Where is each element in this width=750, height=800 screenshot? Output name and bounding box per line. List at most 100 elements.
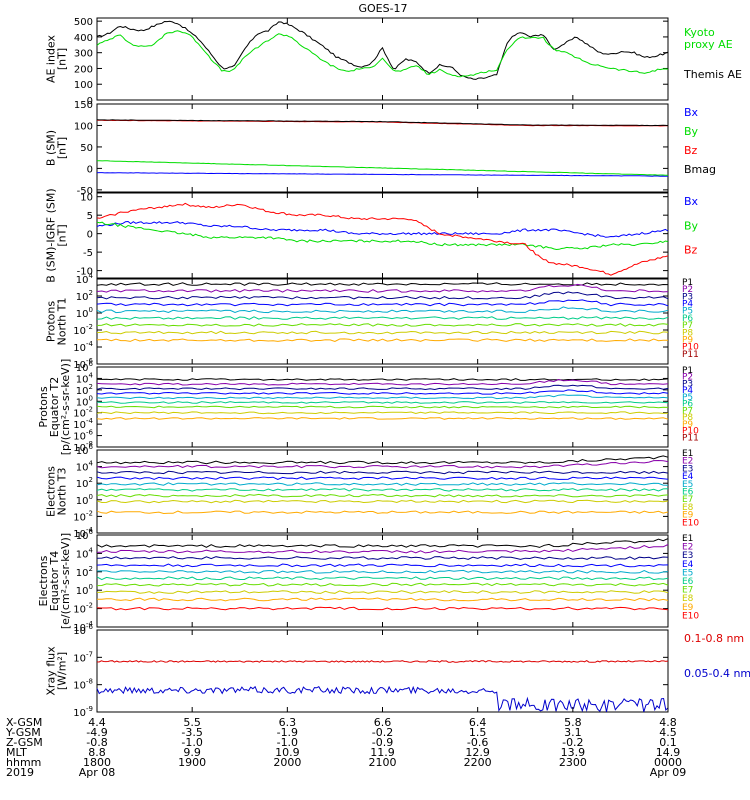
legend-item: P1 <box>682 278 693 288</box>
series-level-9 <box>96 606 669 611</box>
y-tick-label: 100 <box>74 80 93 91</box>
legend-item: P2 <box>682 285 693 295</box>
series-bmag <box>96 119 669 127</box>
y-tick-label: 102 <box>76 289 93 303</box>
x-col-value: 14.9 <box>656 746 681 759</box>
x-col-value: 10.9 <box>275 746 300 759</box>
y-axis-label: Protons <box>45 301 58 342</box>
legend-item: Bmag <box>684 163 716 176</box>
x-col-value: 2300 <box>559 756 587 769</box>
x-col-value: Apr 09 <box>650 766 687 779</box>
series-level-1 <box>96 544 669 554</box>
series-level-5 <box>96 401 669 404</box>
x-col-value: -4.9 <box>86 726 107 739</box>
series-level-7 <box>96 330 669 335</box>
y-tick-label: 100 <box>76 394 93 408</box>
legend-item: P8 <box>682 328 693 338</box>
legend-item: E10 <box>682 611 699 621</box>
y-tick-label: 0 <box>87 164 93 175</box>
panel-frame <box>96 17 669 101</box>
series-level-1 <box>96 459 669 469</box>
series-level-4 <box>96 394 669 400</box>
legend-item: Kyoto <box>684 26 715 39</box>
series-level-1 <box>96 283 669 293</box>
legend-item: P6 <box>682 314 693 324</box>
series-level-6 <box>96 405 669 409</box>
legend-item: Bz <box>684 244 698 257</box>
y-tick-label: 0 <box>87 96 93 107</box>
legend-item: P11 <box>682 350 699 360</box>
series-level-3 <box>96 476 669 480</box>
legend-item: P8 <box>682 413 693 423</box>
y-tick-label: 10-2 <box>73 406 93 420</box>
x-col-value: 2200 <box>464 756 492 769</box>
y-tick-label: 10-2 <box>73 509 93 523</box>
panel-xray: 10-9 10-8 10-7 10-6 Xray flux[W/m²] 0.1-0.8 n… <box>45 623 750 719</box>
legend-item: P10 <box>682 427 699 437</box>
y-tick-label: 10-6 <box>73 623 93 637</box>
y-tick-label: 10-8 <box>73 678 93 692</box>
series-kyoto <box>96 30 669 78</box>
x-col-value: 1.5 <box>469 726 487 739</box>
legend-item: E3 <box>682 551 693 561</box>
x-col-value: 0000 <box>654 756 682 769</box>
legend-item: E9 <box>682 511 694 521</box>
x-col-value: 5.8 <box>564 716 582 729</box>
x-col-value: 6.4 <box>469 716 487 729</box>
series-bz <box>96 202 669 276</box>
x-row-label: Z-GSM <box>6 736 43 749</box>
panel-frame <box>96 192 669 279</box>
x-col-value: Apr 08 <box>79 766 116 779</box>
x-col-value: 6.6 <box>374 716 392 729</box>
x-row-label: MLT <box>6 746 27 759</box>
y-tick-label: 400 <box>74 33 93 44</box>
series-level-0 <box>96 455 669 465</box>
x-col-value: 0.1 <box>659 736 677 749</box>
series-level-3 <box>96 299 669 307</box>
plot-title: GOES-17 <box>358 2 407 15</box>
legend-item: E9 <box>682 603 694 613</box>
x-col-value: -0.9 <box>372 736 393 749</box>
legend-item: E1 <box>682 534 693 544</box>
legend-item: E8 <box>682 503 694 513</box>
series-themis-ae <box>96 20 669 80</box>
x-col-value: 6.3 <box>279 716 297 729</box>
legend-item: E4 <box>682 560 694 570</box>
series-level-8 <box>96 510 669 515</box>
series-level-2 <box>96 291 669 300</box>
legend-item: Bx <box>684 195 699 208</box>
y-axis-label: [p/(cm²-s-sr-keV)] <box>59 359 72 456</box>
series-by <box>96 221 669 251</box>
legend-item: E4 <box>682 472 694 482</box>
series-bx <box>96 172 669 177</box>
x-col-value: 3.1 <box>564 726 582 739</box>
panel-pt2: 10-810-610-410-2100102104106ProtonsEquat… <box>37 359 699 456</box>
series-level-4 <box>96 569 669 574</box>
y-tick-label: 10-4 <box>73 620 93 634</box>
panel-bsm: -50 0 50 100 150 B (SM)[nT] Bx By Bz Bmag <box>45 100 717 197</box>
series-level-6 <box>96 493 669 498</box>
legend-item: E1 <box>682 449 693 459</box>
y-tick-label: 10-7 <box>73 650 93 664</box>
y-tick-label: 100 <box>76 306 93 320</box>
y-tick-label: 10-4 <box>73 417 93 431</box>
legend-item: E6 <box>682 488 694 498</box>
x-row-label: X-GSM <box>6 716 42 729</box>
y-tick-label: 106 <box>76 443 94 457</box>
y-axis-label: North T3 <box>56 468 69 516</box>
series-level-6 <box>96 582 669 587</box>
x-row-label: hhmm <box>6 756 41 769</box>
y-tick-label: 102 <box>76 383 93 397</box>
series-level-1 <box>96 378 669 386</box>
x-col-value: -1.0 <box>181 736 202 749</box>
x-col-value: 5.5 <box>183 716 201 729</box>
series-level-8 <box>96 338 668 343</box>
series-by <box>97 160 669 176</box>
legend-item: P5 <box>682 393 693 403</box>
series-level-4 <box>96 306 669 314</box>
panel-frame <box>96 629 669 713</box>
legend-item: P7 <box>682 406 693 416</box>
